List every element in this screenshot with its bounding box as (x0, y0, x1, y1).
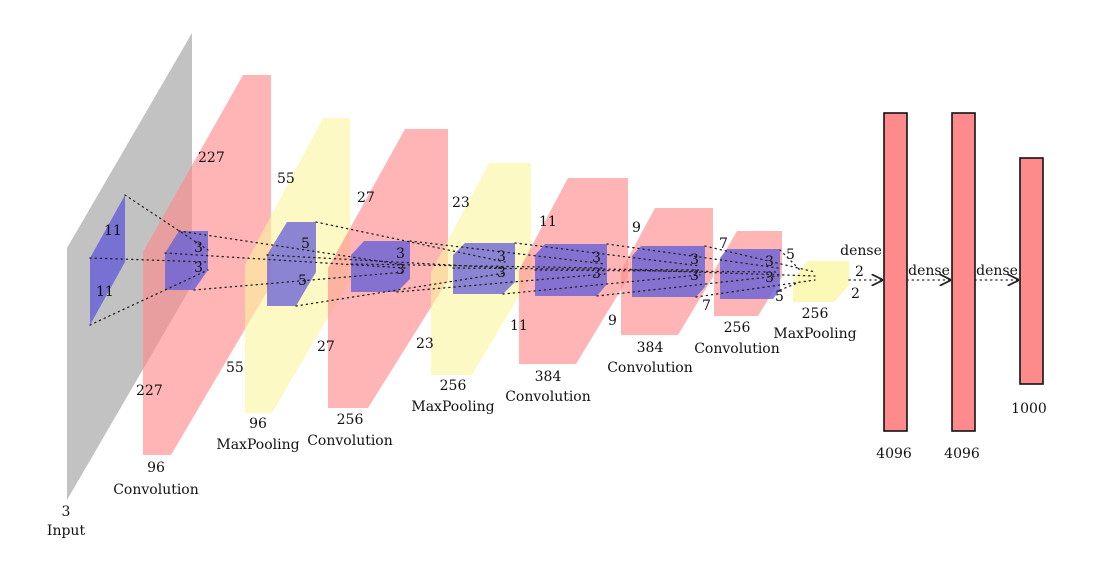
dense-layer-3-units: 1000 (1011, 401, 1047, 417)
conv1-bottom-label: 227 (136, 383, 163, 399)
pool1-kernel-label-1: 5 (301, 236, 310, 252)
layer-pool1: 55 55 5 5 96 MaxPooling (216, 118, 350, 453)
pool1-depth-label: 96 (249, 416, 267, 432)
conv2-kernel-label-2: 3 (396, 262, 405, 278)
conv5-kernel (720, 249, 780, 299)
projection-line (704, 245, 816, 273)
conv5-kernel-label-2: 3 (765, 270, 774, 286)
projection-line (452, 267, 701, 271)
pool2-top-label: 23 (452, 195, 470, 211)
conv3-kernel-label-2: 3 (592, 266, 601, 282)
dense-edge-label: dense (840, 243, 882, 259)
pool3-depth-label: 256 (802, 306, 829, 322)
conv4-bottom-label: 9 (608, 313, 617, 329)
conv3-depth-label: 384 (535, 369, 562, 385)
pool2-depth-label: 256 (440, 378, 467, 394)
pool3-kernel-label-2: 2 (851, 286, 860, 302)
pool1-bottom-label: 55 (226, 360, 244, 376)
input-kernel (90, 195, 125, 325)
conv5-depth-label: 256 (724, 320, 751, 336)
pool1-name-label: MaxPooling (216, 437, 299, 453)
conv3-bottom-label: 11 (510, 318, 528, 334)
projection-line (193, 271, 406, 291)
conv1-kernel-label-1: 3 (194, 240, 203, 256)
dense-layer-1-units: 4096 (876, 446, 912, 462)
input-depth-label: 3 (62, 504, 71, 520)
pool2-bottom-label: 23 (416, 336, 434, 352)
projection-line (695, 279, 816, 298)
projection-line (178, 230, 406, 266)
projection-line (502, 274, 701, 295)
conv1-top-label: 227 (198, 150, 225, 166)
pool2-name-label: MaxPooling (411, 399, 494, 415)
projection-line (631, 269, 816, 277)
projection-line (514, 242, 701, 267)
dense-layer-3 (1019, 157, 1044, 385)
input-name-label: Input (47, 523, 86, 539)
pool3-bottom-label: 5 (775, 289, 784, 305)
projection-line (164, 252, 406, 269)
projection-line (534, 269, 779, 273)
conv2-bottom-label: 27 (317, 339, 335, 355)
conv4-name-label: Convolution (607, 360, 693, 376)
dense-edge-label: dense (908, 263, 950, 279)
projection-line (124, 194, 209, 251)
conv3-top-label: 11 (539, 214, 557, 230)
conv2-name-label: Convolution (307, 433, 393, 449)
conv5-bottom-label: 7 (702, 298, 711, 314)
projection-line (779, 249, 801, 271)
projection-line (89, 257, 209, 263)
projection-line (350, 263, 606, 269)
conv3-kernel-label-1: 3 (592, 250, 601, 266)
conv3-name-label: Convolution (505, 389, 591, 405)
projection-line (596, 275, 779, 297)
dense-layers: dense 4096 dense 4096 dense 1000 (840, 112, 1047, 462)
layer-pool2: 23 23 3 3 256 MaxPooling (411, 163, 531, 415)
conv2-depth-label: 256 (337, 412, 364, 428)
pool1-top-label: 55 (277, 171, 295, 187)
conv4-depth-label: 384 (637, 340, 664, 356)
conv1-kernel (165, 231, 208, 290)
conv1-name-label: Convolution (113, 482, 199, 498)
projection-lines (89, 194, 816, 326)
dense-edge-label: dense (976, 263, 1018, 279)
input-volume: 11 11 3 Input (47, 33, 192, 539)
conv2-top-label: 27 (357, 190, 375, 206)
pool3-name-label: MaxPooling (773, 326, 856, 342)
conv1-kernel-label-2: 3 (194, 260, 203, 276)
conv4-kernel-label-1: 3 (690, 252, 699, 268)
conv2-kernel-label-1: 3 (396, 246, 405, 262)
conv1-depth-label: 96 (147, 460, 165, 476)
pool2-kernel-label-1: 3 (497, 249, 506, 265)
kernel-width-label: 11 (96, 284, 114, 300)
dense-layer-2 (951, 112, 976, 432)
pool3-kernel-label-1: 2 (855, 264, 864, 280)
layer-pool3: 5 5 2 2 256 MaxPooling (773, 247, 864, 342)
conv5-top-label: 7 (719, 236, 728, 252)
layer-conv2: 27 27 3 3 256 Convolution (307, 129, 448, 449)
projection-line (396, 273, 606, 293)
pool3-slab (793, 261, 849, 302)
dense-layer-2-units: 4096 (944, 446, 980, 462)
input-slab (67, 33, 192, 500)
dense-layer-1 (883, 112, 908, 432)
layer-conv1: 227 227 3 3 96 Convolution (113, 75, 271, 498)
projection-line (409, 240, 606, 265)
conv5-kernel-label-1: 3 (765, 254, 774, 270)
conv4-top-label: 9 (632, 220, 641, 236)
conv2-kernel (351, 241, 410, 292)
pool1-kernel (267, 222, 316, 306)
projection-line (315, 221, 506, 263)
projection-line (89, 269, 209, 326)
kernel-height-label: 11 (104, 223, 122, 239)
projection-line (779, 281, 801, 291)
projection-line (295, 272, 506, 307)
pool3-top-label: 5 (786, 247, 795, 263)
conv5-name-label: Convolution (694, 341, 780, 357)
